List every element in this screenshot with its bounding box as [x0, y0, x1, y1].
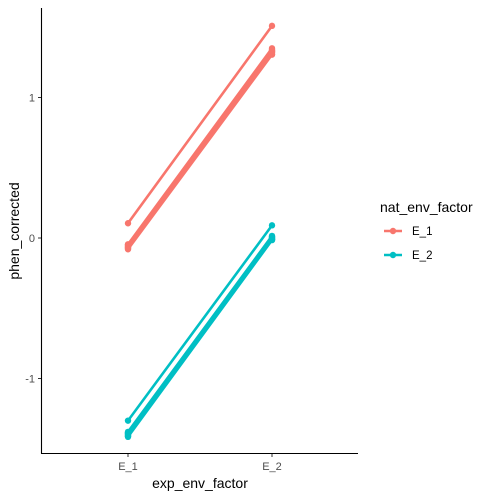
y-tick-label: -1 [25, 374, 35, 386]
legend-key-point [389, 251, 397, 259]
plot-panel [124, 22, 276, 441]
data-point [124, 433, 132, 441]
data-point [124, 220, 132, 227]
y-tick-label: 0 [29, 233, 35, 245]
legend-key-point [389, 227, 397, 235]
legend-title: nat_env_factor [380, 199, 473, 215]
series-line [126, 24, 274, 225]
legend-label: E_2 [412, 250, 432, 262]
y-tick-label: 1 [29, 93, 35, 105]
data-point [124, 246, 132, 253]
legend-label: E_1 [412, 226, 432, 238]
x-axis-ticks: E_1 E_2 [118, 454, 282, 473]
data-point [268, 51, 276, 58]
y-axis-title: phen_corrected [6, 182, 22, 279]
x-tick-label: E_2 [262, 461, 282, 473]
series-line [126, 238, 274, 439]
data-point [268, 236, 276, 244]
y-axis-ticks: -1 0 1 [25, 93, 41, 386]
series-line [126, 224, 274, 422]
data-point [268, 22, 276, 30]
legend: nat_env_factor E_1 E_2 [380, 199, 473, 262]
series-line [126, 53, 274, 251]
data-point [124, 417, 132, 424]
data-point [268, 222, 276, 229]
x-axis-title: exp_env_factor [152, 475, 248, 491]
x-tick-label: E_1 [118, 461, 138, 473]
